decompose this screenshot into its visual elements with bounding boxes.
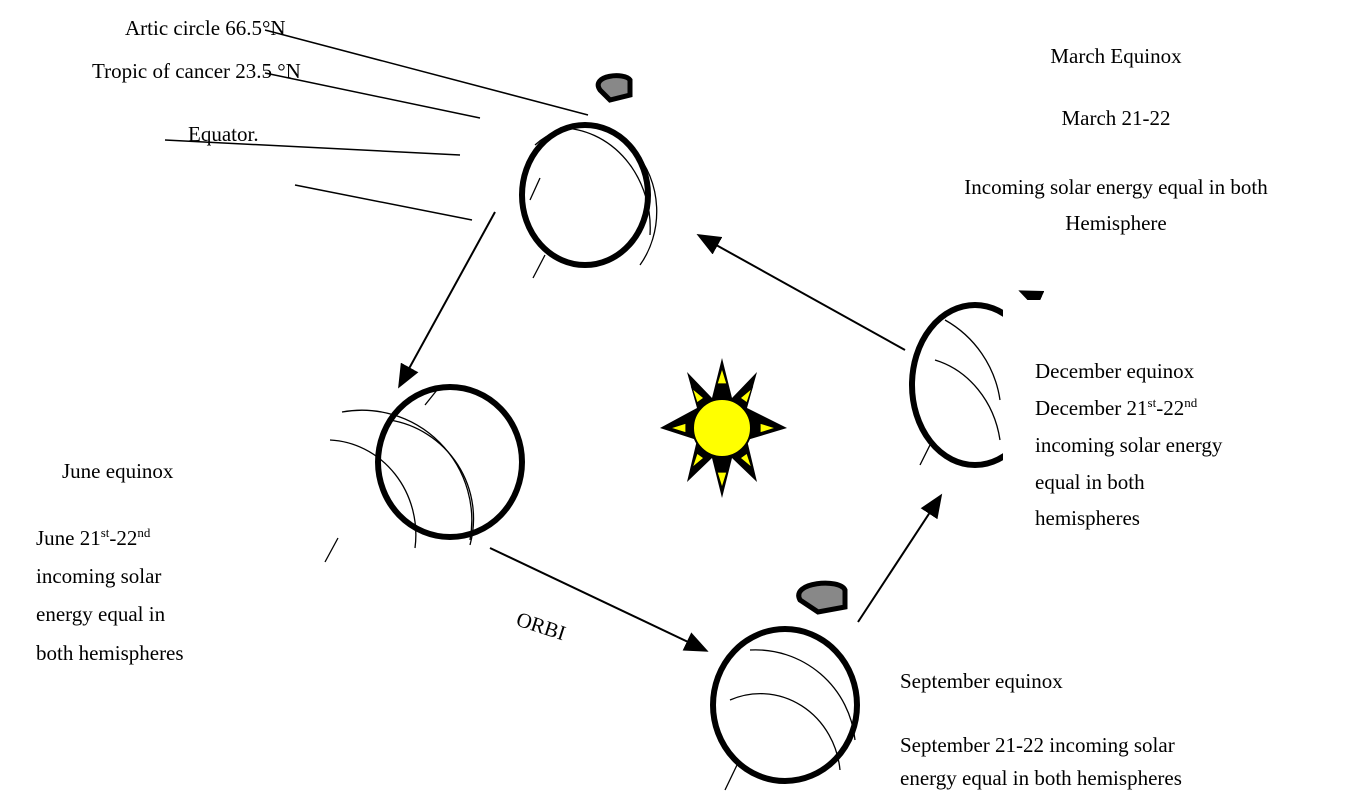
label: Equator. [188, 122, 259, 146]
text: June 21 [36, 526, 101, 550]
title: December equinox [1035, 359, 1195, 383]
globe-bottom [713, 583, 857, 790]
sun [660, 358, 787, 498]
diagram: Artic circle 66.5°N Tropic of cancer 23.… [0, 0, 1347, 796]
globe-left [325, 387, 522, 562]
text-line: energy equal in both hemispheres [900, 766, 1182, 790]
orbit-label: ORBI [513, 607, 568, 645]
text-line: September 21-22 incoming solar [900, 733, 1175, 757]
text-line: Hemisphere [1065, 211, 1166, 235]
text: December 21 [1035, 396, 1148, 420]
text-line: incoming solar energy [1035, 433, 1223, 457]
date: June 21st-22nd [36, 525, 151, 550]
globe-top [522, 76, 657, 278]
date: December 21st-22nd [1035, 395, 1198, 420]
text-line: equal in both [1035, 470, 1145, 494]
text-line: hemispheres [1035, 506, 1140, 530]
text-line: energy equal in [36, 602, 166, 626]
date: March 21-22 [1061, 106, 1170, 130]
text-line: Incoming solar energy equal in both [964, 175, 1268, 199]
text-line: both hemispheres [36, 641, 184, 665]
superscript: nd [137, 525, 151, 540]
label: Artic circle 66.5°N [125, 16, 286, 40]
text: -22 [109, 526, 137, 550]
label: Tropic of cancer 23.5 °N [92, 59, 301, 83]
title: March Equinox [1050, 44, 1182, 68]
text-line: incoming solar [36, 564, 161, 588]
superscript: nd [1184, 395, 1198, 410]
title: June equinox [62, 459, 174, 483]
title: September equinox [900, 669, 1063, 693]
texts: Artic circle 66.5°N Tropic of cancer 23.… [36, 16, 1268, 790]
text: -22 [1156, 396, 1184, 420]
